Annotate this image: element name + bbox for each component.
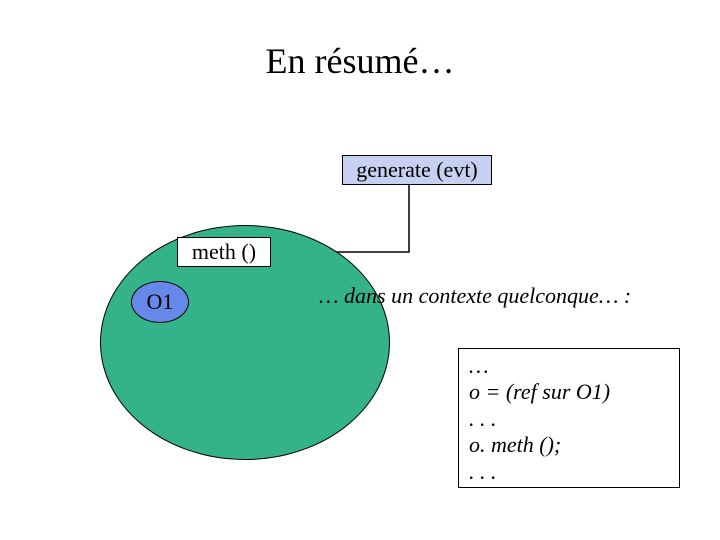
context-label: … dans un contexte quelconque… : — [319, 283, 631, 309]
o1-node: O1 — [131, 281, 189, 323]
meth-node: meth () — [177, 237, 271, 267]
page-title: En résumé… — [0, 40, 720, 82]
code-snippet: … o = (ref sur O1) . . . o. meth (); . .… — [458, 348, 680, 488]
generate-node: generate (evt) — [342, 155, 492, 185]
